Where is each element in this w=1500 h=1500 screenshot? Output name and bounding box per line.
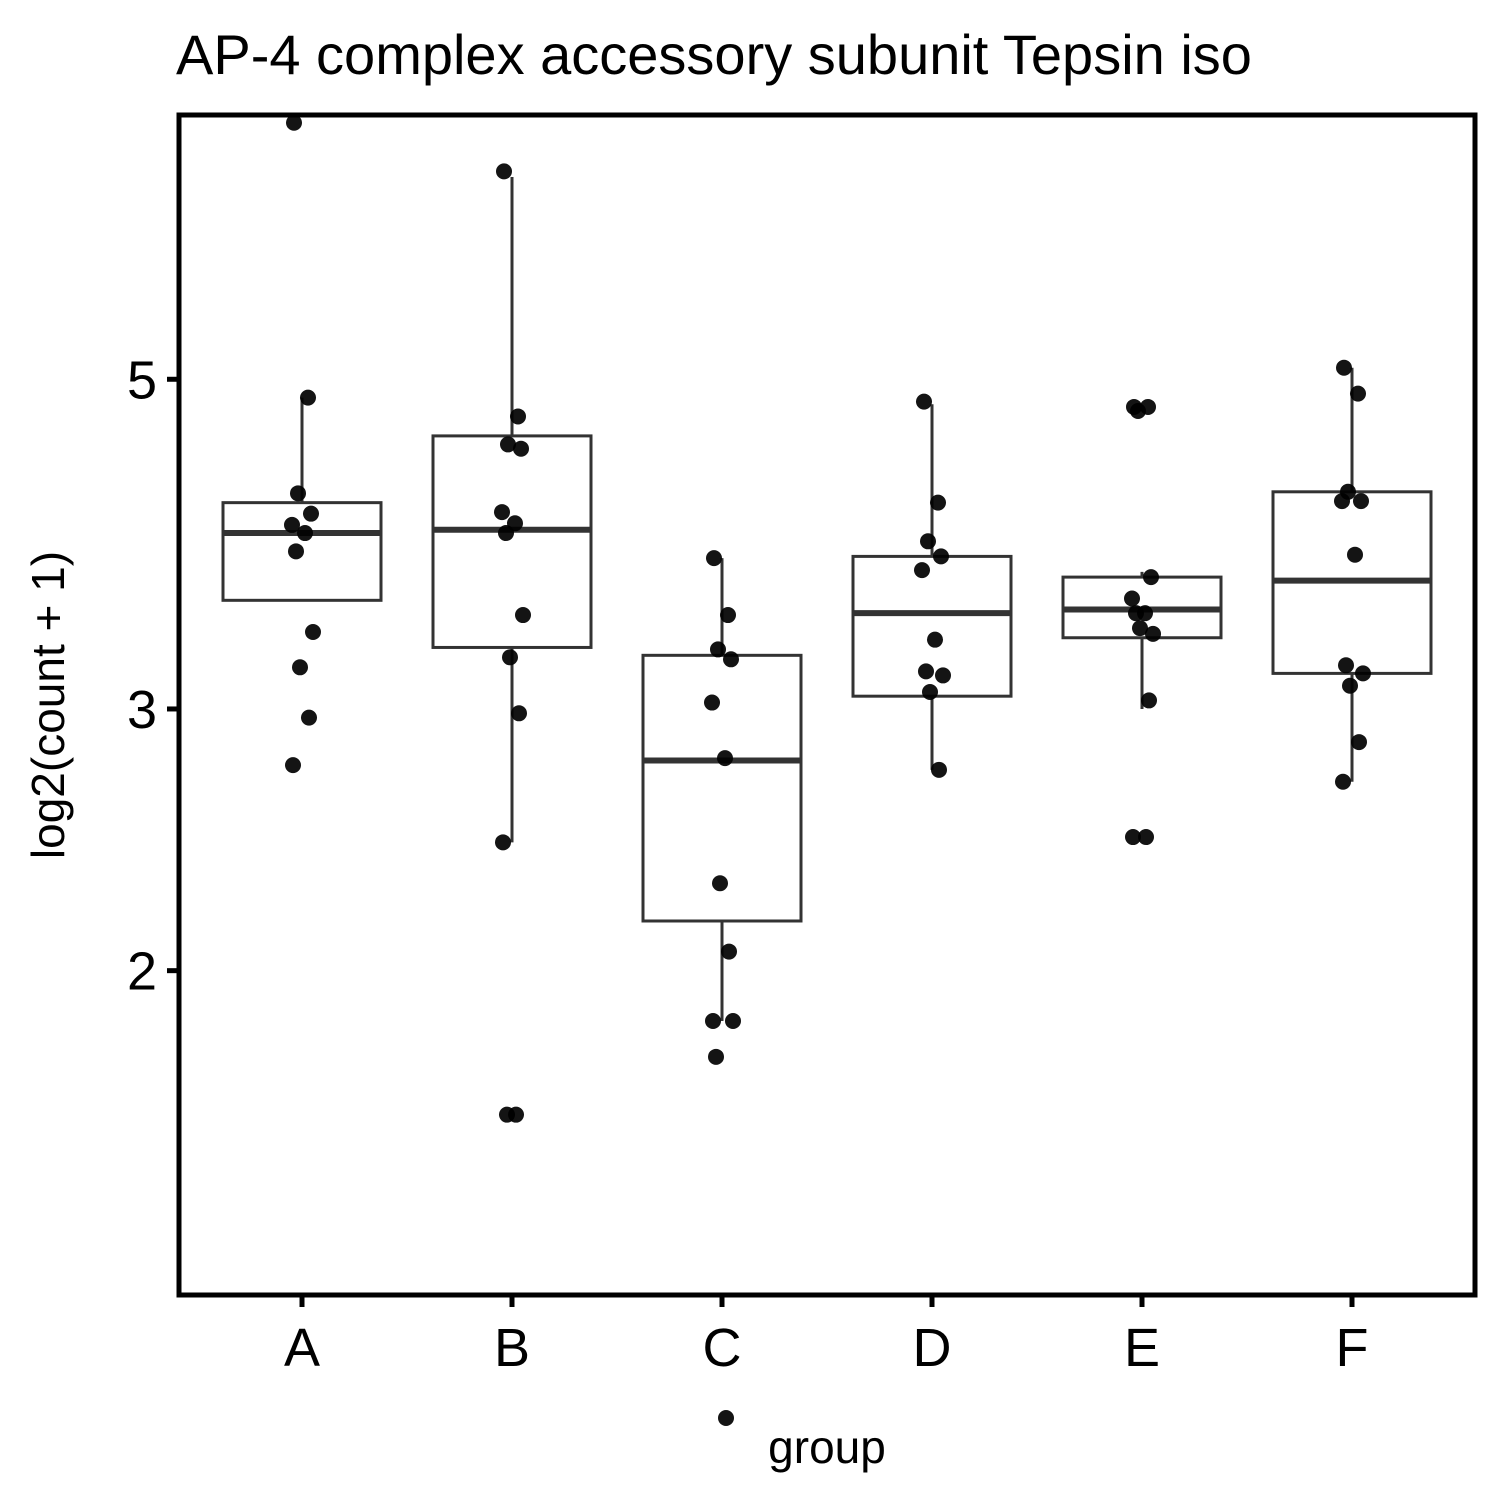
box-F bbox=[1271, 367, 1433, 782]
data-point bbox=[1342, 677, 1358, 694]
data-point bbox=[930, 494, 946, 511]
data-point bbox=[1138, 829, 1154, 846]
data-point bbox=[1143, 569, 1159, 586]
data-point bbox=[286, 114, 302, 131]
y-tick-label: 3 bbox=[127, 680, 157, 740]
data-point bbox=[916, 393, 932, 410]
data-point bbox=[499, 1106, 515, 1123]
boxes-layer bbox=[221, 177, 1433, 1021]
data-point bbox=[285, 757, 301, 774]
data-point bbox=[511, 705, 527, 722]
data-point bbox=[920, 533, 936, 550]
points-A bbox=[284, 114, 321, 774]
data-point bbox=[927, 631, 943, 648]
data-point bbox=[705, 1012, 721, 1029]
data-point bbox=[718, 1410, 734, 1427]
data-point bbox=[297, 525, 313, 542]
data-point bbox=[1336, 359, 1352, 376]
data-point bbox=[922, 683, 938, 700]
data-point bbox=[1347, 546, 1363, 563]
data-point bbox=[935, 667, 951, 684]
y-axis-label: log2(count + 1) bbox=[22, 551, 74, 859]
data-point bbox=[721, 943, 737, 960]
points-E bbox=[1124, 398, 1161, 846]
data-point bbox=[723, 651, 739, 668]
points-layer bbox=[284, 114, 1371, 1427]
data-point bbox=[717, 750, 733, 767]
data-point bbox=[708, 1048, 724, 1065]
data-point bbox=[918, 663, 934, 680]
data-point bbox=[513, 440, 529, 457]
y-tick-label: 5 bbox=[127, 350, 157, 410]
plot-panel-border bbox=[176, 112, 1478, 1298]
data-point bbox=[931, 761, 947, 778]
data-point bbox=[305, 623, 321, 640]
box-B bbox=[431, 177, 593, 843]
y-axis: 2 3 5 bbox=[127, 350, 179, 1002]
data-point bbox=[292, 659, 308, 676]
data-point bbox=[1130, 403, 1146, 420]
box-C bbox=[641, 558, 803, 1021]
data-point bbox=[495, 834, 511, 851]
data-point bbox=[704, 694, 720, 711]
points-B bbox=[494, 163, 531, 1123]
box-D bbox=[851, 404, 1013, 770]
data-point bbox=[933, 548, 949, 565]
data-point bbox=[498, 525, 514, 542]
x-tick-label: F bbox=[1336, 1318, 1369, 1378]
data-point bbox=[712, 875, 728, 892]
x-tick-label: A bbox=[284, 1318, 320, 1378]
data-point bbox=[710, 641, 726, 658]
data-point bbox=[502, 649, 518, 666]
data-point bbox=[284, 516, 300, 533]
data-point bbox=[1141, 692, 1157, 709]
x-tick-label: B bbox=[494, 1318, 530, 1378]
box-body bbox=[641, 653, 803, 923]
data-point bbox=[301, 709, 317, 726]
x-tick-label: E bbox=[1124, 1318, 1160, 1378]
data-point bbox=[1125, 829, 1141, 846]
data-point bbox=[494, 504, 510, 521]
x-tick-label: C bbox=[703, 1318, 742, 1378]
data-point bbox=[1132, 620, 1148, 637]
x-tick-label: D bbox=[913, 1318, 952, 1378]
data-point bbox=[1353, 493, 1369, 510]
data-point bbox=[300, 389, 316, 406]
data-point bbox=[706, 550, 722, 567]
points-D bbox=[914, 393, 951, 778]
x-axis: A B C D E F bbox=[284, 1295, 1369, 1378]
data-point bbox=[303, 505, 319, 522]
data-point bbox=[515, 607, 531, 624]
data-point bbox=[290, 485, 306, 502]
data-point bbox=[1351, 734, 1367, 751]
data-point bbox=[1335, 773, 1351, 790]
data-point bbox=[1355, 665, 1371, 682]
data-point bbox=[496, 163, 512, 180]
box-E bbox=[1061, 571, 1223, 709]
data-point bbox=[1338, 657, 1354, 674]
data-point bbox=[725, 1012, 741, 1029]
data-point bbox=[1124, 590, 1140, 607]
x-axis-label: group bbox=[768, 1421, 886, 1473]
points-F bbox=[1334, 359, 1371, 790]
points-C bbox=[704, 550, 741, 1427]
data-point bbox=[1145, 625, 1161, 642]
data-point bbox=[720, 607, 736, 624]
data-point bbox=[500, 436, 516, 453]
box-body bbox=[431, 434, 593, 649]
data-point bbox=[1128, 605, 1144, 622]
data-point bbox=[1334, 493, 1350, 510]
data-point bbox=[1350, 385, 1366, 402]
data-point bbox=[510, 408, 526, 425]
data-point bbox=[288, 543, 304, 560]
chart-title: AP-4 complex accessory subunit Tepsin is… bbox=[176, 23, 1252, 86]
data-point bbox=[914, 562, 930, 579]
y-tick-label: 2 bbox=[127, 942, 157, 1002]
